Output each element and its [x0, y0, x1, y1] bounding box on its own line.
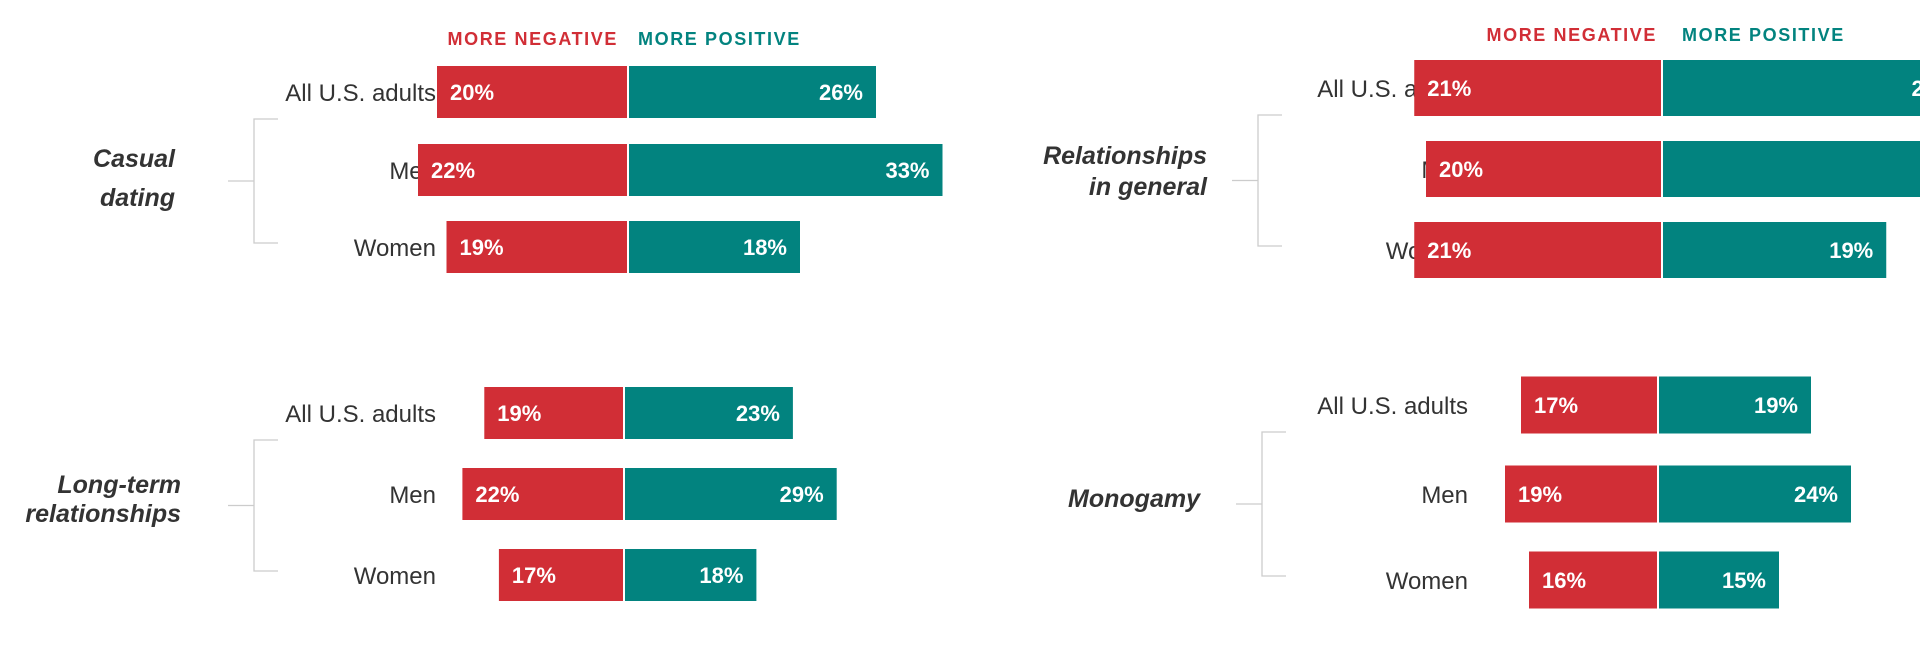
group-bracket: [1236, 431, 1286, 577]
bar-positive: [1659, 376, 1811, 434]
bar-positive: [1663, 141, 1920, 197]
panel-title: Monogamy: [1068, 485, 1201, 513]
bar-positive-value: 33%: [885, 158, 929, 183]
bar-negative: [1521, 376, 1657, 434]
bar-positive-value: 26%: [819, 80, 863, 105]
bar-positive-value: 18%: [743, 235, 787, 260]
bar-negative: [1414, 222, 1661, 278]
bar-negative: [418, 144, 627, 196]
bar-negative-value: 17%: [512, 563, 556, 588]
bar-negative-value: 16%: [1542, 568, 1586, 593]
row-label: Men: [389, 482, 436, 509]
bar-positive-value: 26%: [1911, 76, 1920, 101]
row-label: All U.S. adults: [1317, 393, 1468, 420]
bar-positive: [1663, 60, 1920, 116]
legend-positive-label: MORE POSITIVE: [638, 29, 801, 49]
panel-title: Relationships: [1043, 142, 1207, 170]
row-label: Women: [354, 235, 436, 262]
bar-negative: [446, 221, 627, 273]
bar-positive-value: 15%: [1722, 568, 1766, 593]
bar-positive: [625, 387, 793, 439]
bar-negative-value: 19%: [1518, 482, 1562, 507]
bar-positive-value: 19%: [1829, 238, 1873, 263]
bar-positive: [629, 144, 943, 196]
bar-positive: [625, 468, 837, 520]
legend-positive-label: MORE POSITIVE: [1682, 25, 1845, 45]
bar-positive-value: 23%: [736, 401, 780, 426]
row-label: Men: [1421, 482, 1468, 509]
panel-title: Long-term: [57, 471, 181, 499]
group-bracket: [1232, 114, 1282, 247]
bar-negative-value: 21%: [1427, 238, 1471, 263]
bar-positive-value: 29%: [780, 482, 824, 507]
row-label: Women: [354, 563, 436, 590]
bar-negative: [1426, 141, 1661, 197]
bar-negative: [437, 66, 627, 118]
row-label: Women: [1386, 568, 1468, 595]
group-bracket: [228, 118, 278, 244]
bar-positive: [1659, 465, 1851, 523]
bar-negative: [1529, 551, 1657, 609]
bar-positive: [629, 221, 800, 273]
panel-title: Casual: [93, 145, 176, 173]
bar-negative-value: 19%: [497, 401, 541, 426]
panel-title: relationships: [25, 500, 181, 528]
panel-title: dating: [100, 184, 175, 212]
bar-negative: [1505, 465, 1657, 523]
bar-positive-value: 18%: [699, 563, 743, 588]
bar-negative: [484, 387, 623, 439]
group-bracket: [228, 439, 278, 572]
bar-negative: [498, 549, 623, 601]
bar-negative-value: 19%: [460, 235, 504, 260]
legend-negative-label: MORE NEGATIVE: [448, 29, 618, 49]
legend-negative-label: MORE NEGATIVE: [1487, 25, 1657, 45]
bar-positive-value: 19%: [1754, 393, 1798, 418]
bar-positive: [1659, 551, 1779, 609]
row-label: All U.S. adults: [285, 80, 436, 107]
bar-positive-value: 24%: [1794, 482, 1838, 507]
panel-title: in general: [1089, 173, 1208, 201]
bar-positive: [629, 66, 876, 118]
bar-negative-value: 17%: [1534, 393, 1578, 418]
bar-negative: [1414, 60, 1661, 116]
bar-negative: [462, 468, 623, 520]
bar-negative-value: 21%: [1427, 76, 1471, 101]
bar-positive: [1663, 222, 1887, 278]
bar-negative-value: 20%: [1439, 157, 1483, 182]
bar-positive: [625, 549, 757, 601]
bar-negative-value: 20%: [450, 80, 494, 105]
bar-negative-value: 22%: [431, 158, 475, 183]
bar-negative-value: 22%: [475, 482, 519, 507]
row-label: All U.S. adults: [285, 401, 436, 428]
